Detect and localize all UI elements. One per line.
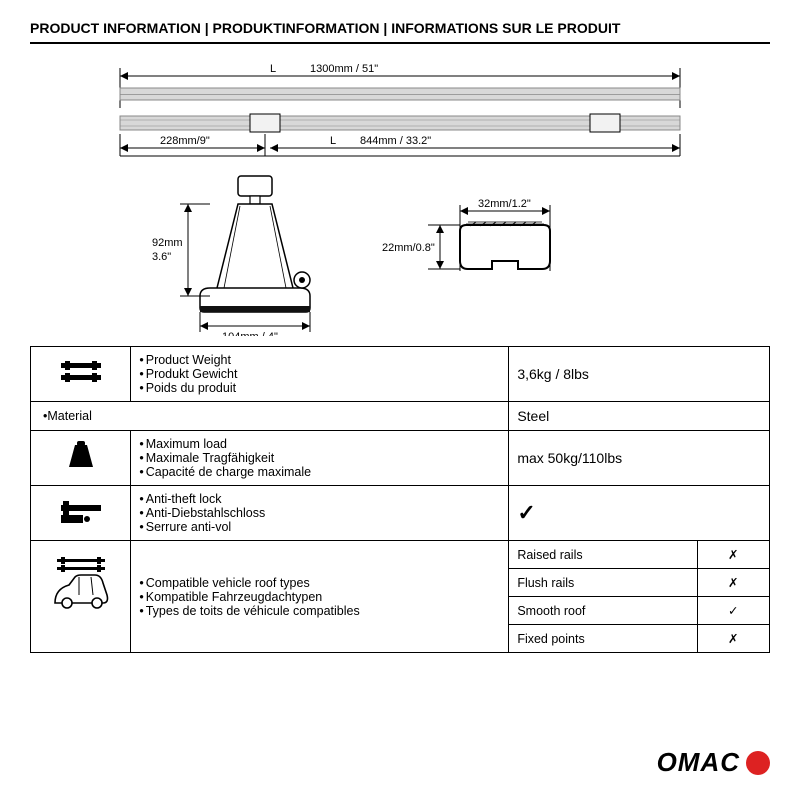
roof-3-val: ✗ [697,625,769,653]
dim-total-symbol: L [270,63,276,75]
dim-inner-length: L 844mm / 33.2" [270,134,680,156]
brand-logo: OMAC [657,747,770,778]
dim-offset-label: 228mm/9" [160,135,210,147]
roof-1-val: ✗ [697,569,769,597]
foot-front-view: 92mm 3.6" 104mm / 4" [152,176,310,336]
title-sep-2: | [380,20,392,36]
material-label: •Material [43,409,92,423]
antitheft-label-de: Anti-Diebstahlschloss [139,506,500,520]
maxload-labels: Maximum load Maximale Tragfähigkeit Capa… [139,437,500,479]
profile-cross-section: 32mm/1.2" 22mm/0.8" [382,198,550,271]
weight-value: 3,6kg / 8lbs [509,347,770,402]
dim-foot-h-2: 3.6" [152,251,171,263]
dim-offset: 228mm/9" [120,134,265,156]
table-row-roof-0: Compatible vehicle roof types Kompatible… [31,541,770,569]
logo-accent-dot [746,751,770,775]
antitheft-labels: Anti-theft lock Anti-Diebstahlschloss Se… [139,492,500,534]
table-row-weight: Product Weight Produkt Gewicht Poids du … [31,347,770,402]
roof-label-fr: Types de toits de véhicule compatibles [139,604,500,618]
table-row-maxload: Maximum load Maximale Tragfähigkeit Capa… [31,431,770,486]
dim-total-label: 1300mm / 51" [310,63,378,75]
roof-labels: Compatible vehicle roof types Kompatible… [139,576,500,618]
antitheft-label-en: Anti-theft lock [139,492,500,506]
roof-2-val: ✓ [697,597,769,625]
table-row-antitheft: Anti-theft lock Anti-Diebstahlschloss Se… [31,486,770,541]
spec-table: Product Weight Produkt Gewicht Poids du … [30,346,770,653]
page-title: PRODUCT INFORMATION | PRODUKTINFORMATION… [30,20,770,36]
weight-labels: Product Weight Produkt Gewicht Poids du … [139,353,500,395]
antitheft-value: ✓ [509,486,770,541]
maxload-label-en: Maximum load [139,437,500,451]
lock-icon [31,486,131,541]
weight-label-de: Produkt Gewicht [139,367,500,381]
rail-top [120,88,680,100]
dim-profile-w: 32mm/1.2" [478,198,531,210]
material-value: Steel [509,402,770,431]
dim-total-length: L 1300mm / 51" [120,63,680,108]
vehicle-icon [31,541,131,653]
roof-3-name: Fixed points [509,625,697,653]
logo-text: OMAC [657,747,740,778]
maxload-icon [31,431,131,486]
maxload-label-de: Maximale Tragfähigkeit [139,451,500,465]
weight-label-en: Product Weight [139,353,500,367]
roof-0-name: Raised rails [509,541,697,569]
weight-label-fr: Poids du produit [139,381,500,395]
title-en: PRODUCT INFORMATION [30,20,201,36]
roof-2-name: Smooth roof [509,597,697,625]
dim-profile-h: 22mm/0.8" [382,242,435,254]
title-sep-1: | [201,20,213,36]
maxload-label-fr: Capacité de charge maximale [139,465,500,479]
roof-label-en: Compatible vehicle roof types [139,576,500,590]
dim-foot-h-1: 92mm [152,237,183,249]
dim-foot-w: 104mm / 4" [222,331,278,336]
antitheft-label-fr: Serrure anti-vol [139,520,500,534]
title-divider [30,42,770,44]
dimension-diagram: L 1300mm / 51" 228m [30,56,770,336]
roof-0-val: ✗ [697,541,769,569]
roof-label-de: Kompatible Fahrzeugdachtypen [139,590,500,604]
table-row-material: •Material Steel [31,402,770,431]
maxload-value: max 50kg/110lbs [509,431,770,486]
title-de: PRODUKTINFORMATION [213,20,380,36]
roof-1-name: Flush rails [509,569,697,597]
svg-text:L: L [330,135,336,147]
title-fr: INFORMATIONS SUR LE PRODUIT [391,20,620,36]
weight-icon [31,347,131,402]
rail-bottom [120,114,680,132]
dim-inner-label: 844mm / 33.2" [360,135,431,147]
